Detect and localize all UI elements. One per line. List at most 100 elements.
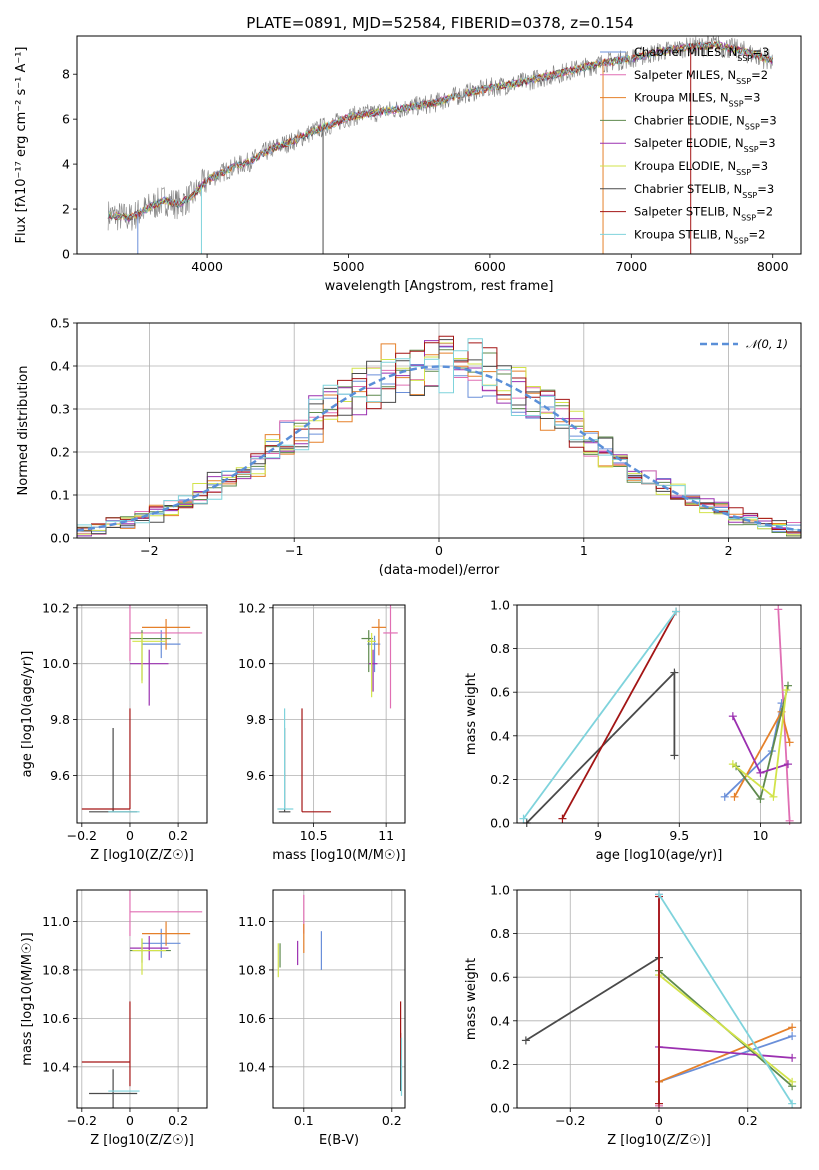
age-vs-mass-axes	[269, 605, 405, 827]
x-axis-label: Z [log10(Z/Z☉)]	[607, 1133, 711, 1148]
weight-marker	[521, 1036, 530, 1045]
weight-marker	[788, 1077, 797, 1086]
x-axis-label: (data-model)/error	[379, 563, 500, 578]
y-tick-label: 10.0	[42, 656, 70, 671]
weight-series	[525, 956, 660, 1042]
x-tick-label: 0.2	[168, 828, 188, 843]
y-tick-label: 10.0	[238, 656, 266, 671]
data-point	[371, 618, 387, 656]
y-tick-label: 0.8	[490, 641, 510, 656]
weight-marker	[655, 890, 663, 899]
y-tick-label: 0.2	[490, 1057, 510, 1072]
data-point	[367, 632, 376, 698]
x-tick-label: −2	[140, 543, 158, 558]
x-tick-label: 0.1	[294, 1113, 314, 1128]
data-point	[142, 630, 181, 659]
weight-marker	[756, 795, 765, 804]
data-point	[277, 708, 294, 810]
y-tick-label: 10.6	[42, 1011, 70, 1026]
weight-marker	[788, 1023, 797, 1032]
y-tick-label: 0	[62, 247, 70, 262]
weight-series	[561, 611, 677, 820]
data-point	[132, 632, 167, 684]
legend-entry: Salpeter STELIB, NSSP=2	[634, 205, 773, 223]
data-point	[368, 649, 378, 692]
weight-series	[658, 974, 793, 1083]
x-tick-label: 10.5	[300, 828, 328, 843]
x-tick-label: 0.2	[738, 1113, 758, 1128]
x-tick-label: 0	[655, 1113, 663, 1128]
plots-layer: 4000 5000 6000 7000 8000 0 2 4 6 8 wavelength [Ang…	[14, 35, 802, 1148]
data-point	[132, 938, 167, 975]
y-tick-label: 0.6	[490, 970, 510, 985]
spectrum-axes	[73, 73, 774, 258]
y-tick-label: 0.0	[50, 531, 70, 546]
mass-vs-ebv-axes	[269, 890, 405, 1112]
age-vs-Z-frame	[76, 604, 208, 824]
y-tick-label: 0.4	[490, 728, 510, 743]
weight-series	[658, 1026, 793, 1083]
y-tick-label: 0.4	[490, 1013, 510, 1028]
y-tick-label: 1.0	[490, 883, 510, 898]
mass-vs-ebv-frame	[272, 889, 406, 1109]
x-axis-label: Z [log10(Z/Z☉)]	[90, 1133, 194, 1148]
weight-marker	[670, 751, 679, 760]
legend-entry: Kroupa ELODIE, NSSP=3	[634, 159, 768, 177]
residuals-axes	[73, 322, 801, 542]
y-tick-label: 0.8	[490, 926, 510, 941]
x-tick-label: 0	[126, 1113, 134, 1128]
legend-entry: Chabrier ELODIE, NSSP=3	[634, 113, 777, 130]
y-tick-label: 0.2	[490, 772, 510, 787]
x-tick-label: −0.2	[555, 1113, 585, 1128]
y-tick-label: 10.6	[238, 1011, 266, 1026]
y-tick-label: 0.0	[490, 816, 510, 831]
x-tick-label: 0	[435, 543, 443, 558]
weight-vs-Z-axes	[513, 889, 801, 1112]
x-axis-label: wavelength [Angstrom, rest frame]	[325, 279, 554, 294]
y-tick-label: 0.6	[490, 685, 510, 700]
y-tick-label: 4	[62, 157, 70, 172]
weight-marker	[774, 605, 783, 614]
x-tick-label: −1	[285, 543, 303, 558]
y-axis-label: mass weight	[464, 673, 479, 755]
weight-marker	[756, 768, 765, 777]
legend-entry: Salpeter MILES, NSSP=2	[634, 68, 768, 86]
x-tick-label: 7000	[615, 259, 647, 274]
weight-marker	[785, 816, 794, 825]
y-tick-label: 9.8	[246, 712, 266, 727]
data-point	[142, 618, 191, 650]
x-tick-label: 0.2	[168, 1113, 188, 1128]
data-point	[129, 630, 171, 681]
gaussian-curve	[77, 365, 801, 532]
weight-marker	[788, 1053, 797, 1062]
age-vs-mass-frame	[272, 604, 406, 824]
y-tick-label: 9.6	[246, 768, 266, 783]
weight-vs-age-frame	[516, 604, 802, 824]
x-axis-label: age [log10(age/yr)]	[596, 848, 723, 863]
data-point	[142, 921, 191, 946]
data-point	[81, 708, 131, 810]
y-tick-label: 10.8	[238, 962, 266, 977]
y-axis-label: Normed distribution	[16, 366, 31, 496]
data-point	[129, 936, 169, 961]
y-tick-label: 11.0	[42, 914, 70, 929]
y-axis-label: age [log10(age/yr)]	[20, 651, 35, 778]
x-tick-label: 6000	[474, 259, 506, 274]
weight-series	[658, 1035, 793, 1083]
x-tick-label: 11	[378, 828, 394, 843]
histogram-step	[77, 338, 801, 531]
x-axis-label: mass [log10(M/M☉)]	[272, 848, 405, 863]
histogram-step	[77, 335, 801, 533]
legend-entry: Kroupa STELIB, NSSP=2	[634, 227, 765, 245]
y-axis-label: Flux [fλ10⁻¹⁷ erg cm⁻² s⁻¹ A⁻¹]	[14, 47, 29, 244]
y-tick-label: 8	[62, 67, 70, 82]
y-tick-label: 10.2	[238, 600, 266, 615]
x-axis-label: Z [log10(Z/Z☉)]	[90, 848, 194, 863]
data-point	[129, 649, 169, 706]
weight-marker	[782, 686, 791, 695]
weight-marker	[788, 1032, 797, 1041]
weight-marker	[720, 792, 729, 801]
weight-marker	[558, 814, 567, 823]
model-spectrum	[107, 41, 774, 222]
weight-marker	[788, 1099, 797, 1108]
